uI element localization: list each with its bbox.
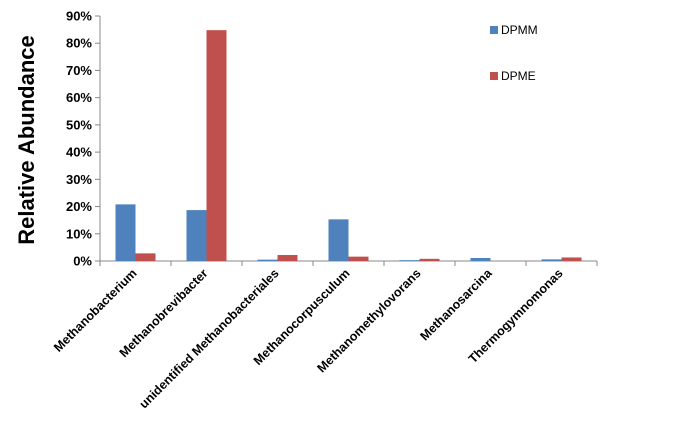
bar-dpme-4 [419, 258, 440, 261]
legend-swatch-dpme [490, 72, 498, 80]
bar-dpme-3 [348, 256, 369, 261]
y-axis: 0% 10% 20% 30% 40% 50% 60% 70% 80% 90% [66, 9, 101, 269]
bar-dpmm-6 [541, 259, 562, 261]
y-tick-label: 10% [66, 226, 92, 241]
y-tick-label: 40% [66, 145, 92, 160]
y-tick-label: 0% [73, 254, 92, 269]
y-tick-label: 50% [66, 117, 92, 132]
y-tick-label: 90% [66, 9, 92, 24]
x-tick-label: Methanosarcina [417, 265, 495, 343]
bar-dpme-0 [135, 253, 156, 261]
legend-label-dpme: DPME [501, 69, 536, 83]
bar-dpmm-3 [328, 219, 349, 261]
bar-dpme-1 [206, 30, 227, 262]
bar-dpmm-4 [399, 260, 420, 261]
bar-dpmm-0 [115, 204, 136, 261]
y-tick-label: 80% [66, 36, 92, 51]
legend: DPMM DPME [490, 23, 538, 83]
legend-label-dpmm: DPMM [501, 23, 538, 37]
x-tick-label: unidentified Methanobacteriales [137, 266, 282, 411]
y-tick-label: 20% [66, 199, 92, 214]
x-axis: MethanobacteriumMethanobrevibacteruniden… [51, 260, 598, 411]
y-tick-label: 30% [66, 172, 92, 187]
y-tick-label: 70% [66, 63, 92, 78]
legend-swatch-dpmm [490, 26, 498, 34]
bar-dpme-6 [561, 257, 582, 261]
bars [115, 30, 582, 262]
y-axis-label: Relative Abundance [14, 35, 39, 244]
bar-dpmm-1 [186, 210, 207, 261]
y-tick-label: 60% [66, 90, 92, 105]
bar-dpmm-5 [470, 258, 491, 261]
bar-dpmm-2 [257, 259, 278, 261]
bar-dpme-2 [277, 255, 298, 261]
